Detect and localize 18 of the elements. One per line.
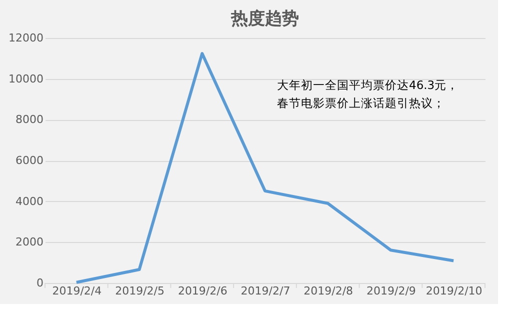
x-tick-label: 2019/2/6 [178,284,228,298]
y-tick-label: 2000 [16,236,44,249]
y-tick-label: 6000 [16,154,44,167]
y-tick-label: 10000 [8,72,44,86]
annotation: 大年初一全国平均票价达46.3元， [277,78,459,92]
x-tick-label: 2019/2/10 [426,284,482,298]
x-tick-label: 2019/2/4 [52,284,102,298]
y-tick-label: 12000 [8,32,44,44]
annotation: 春节电影票价上涨话题引热议； [277,96,445,110]
y-tick-label: 0 [36,276,44,290]
y-tick-label: 4000 [16,194,44,208]
x-tick-label: 2019/2/5 [115,284,164,298]
x-tick-label: 2019/2/8 [304,284,354,298]
line-series [74,52,456,284]
y-tick-label: 8000 [16,113,44,126]
x-tick-label: 2019/2/7 [240,284,290,298]
chart-title: 热度趋势 [230,9,299,29]
x-tick-label: 2019/2/9 [366,284,416,298]
